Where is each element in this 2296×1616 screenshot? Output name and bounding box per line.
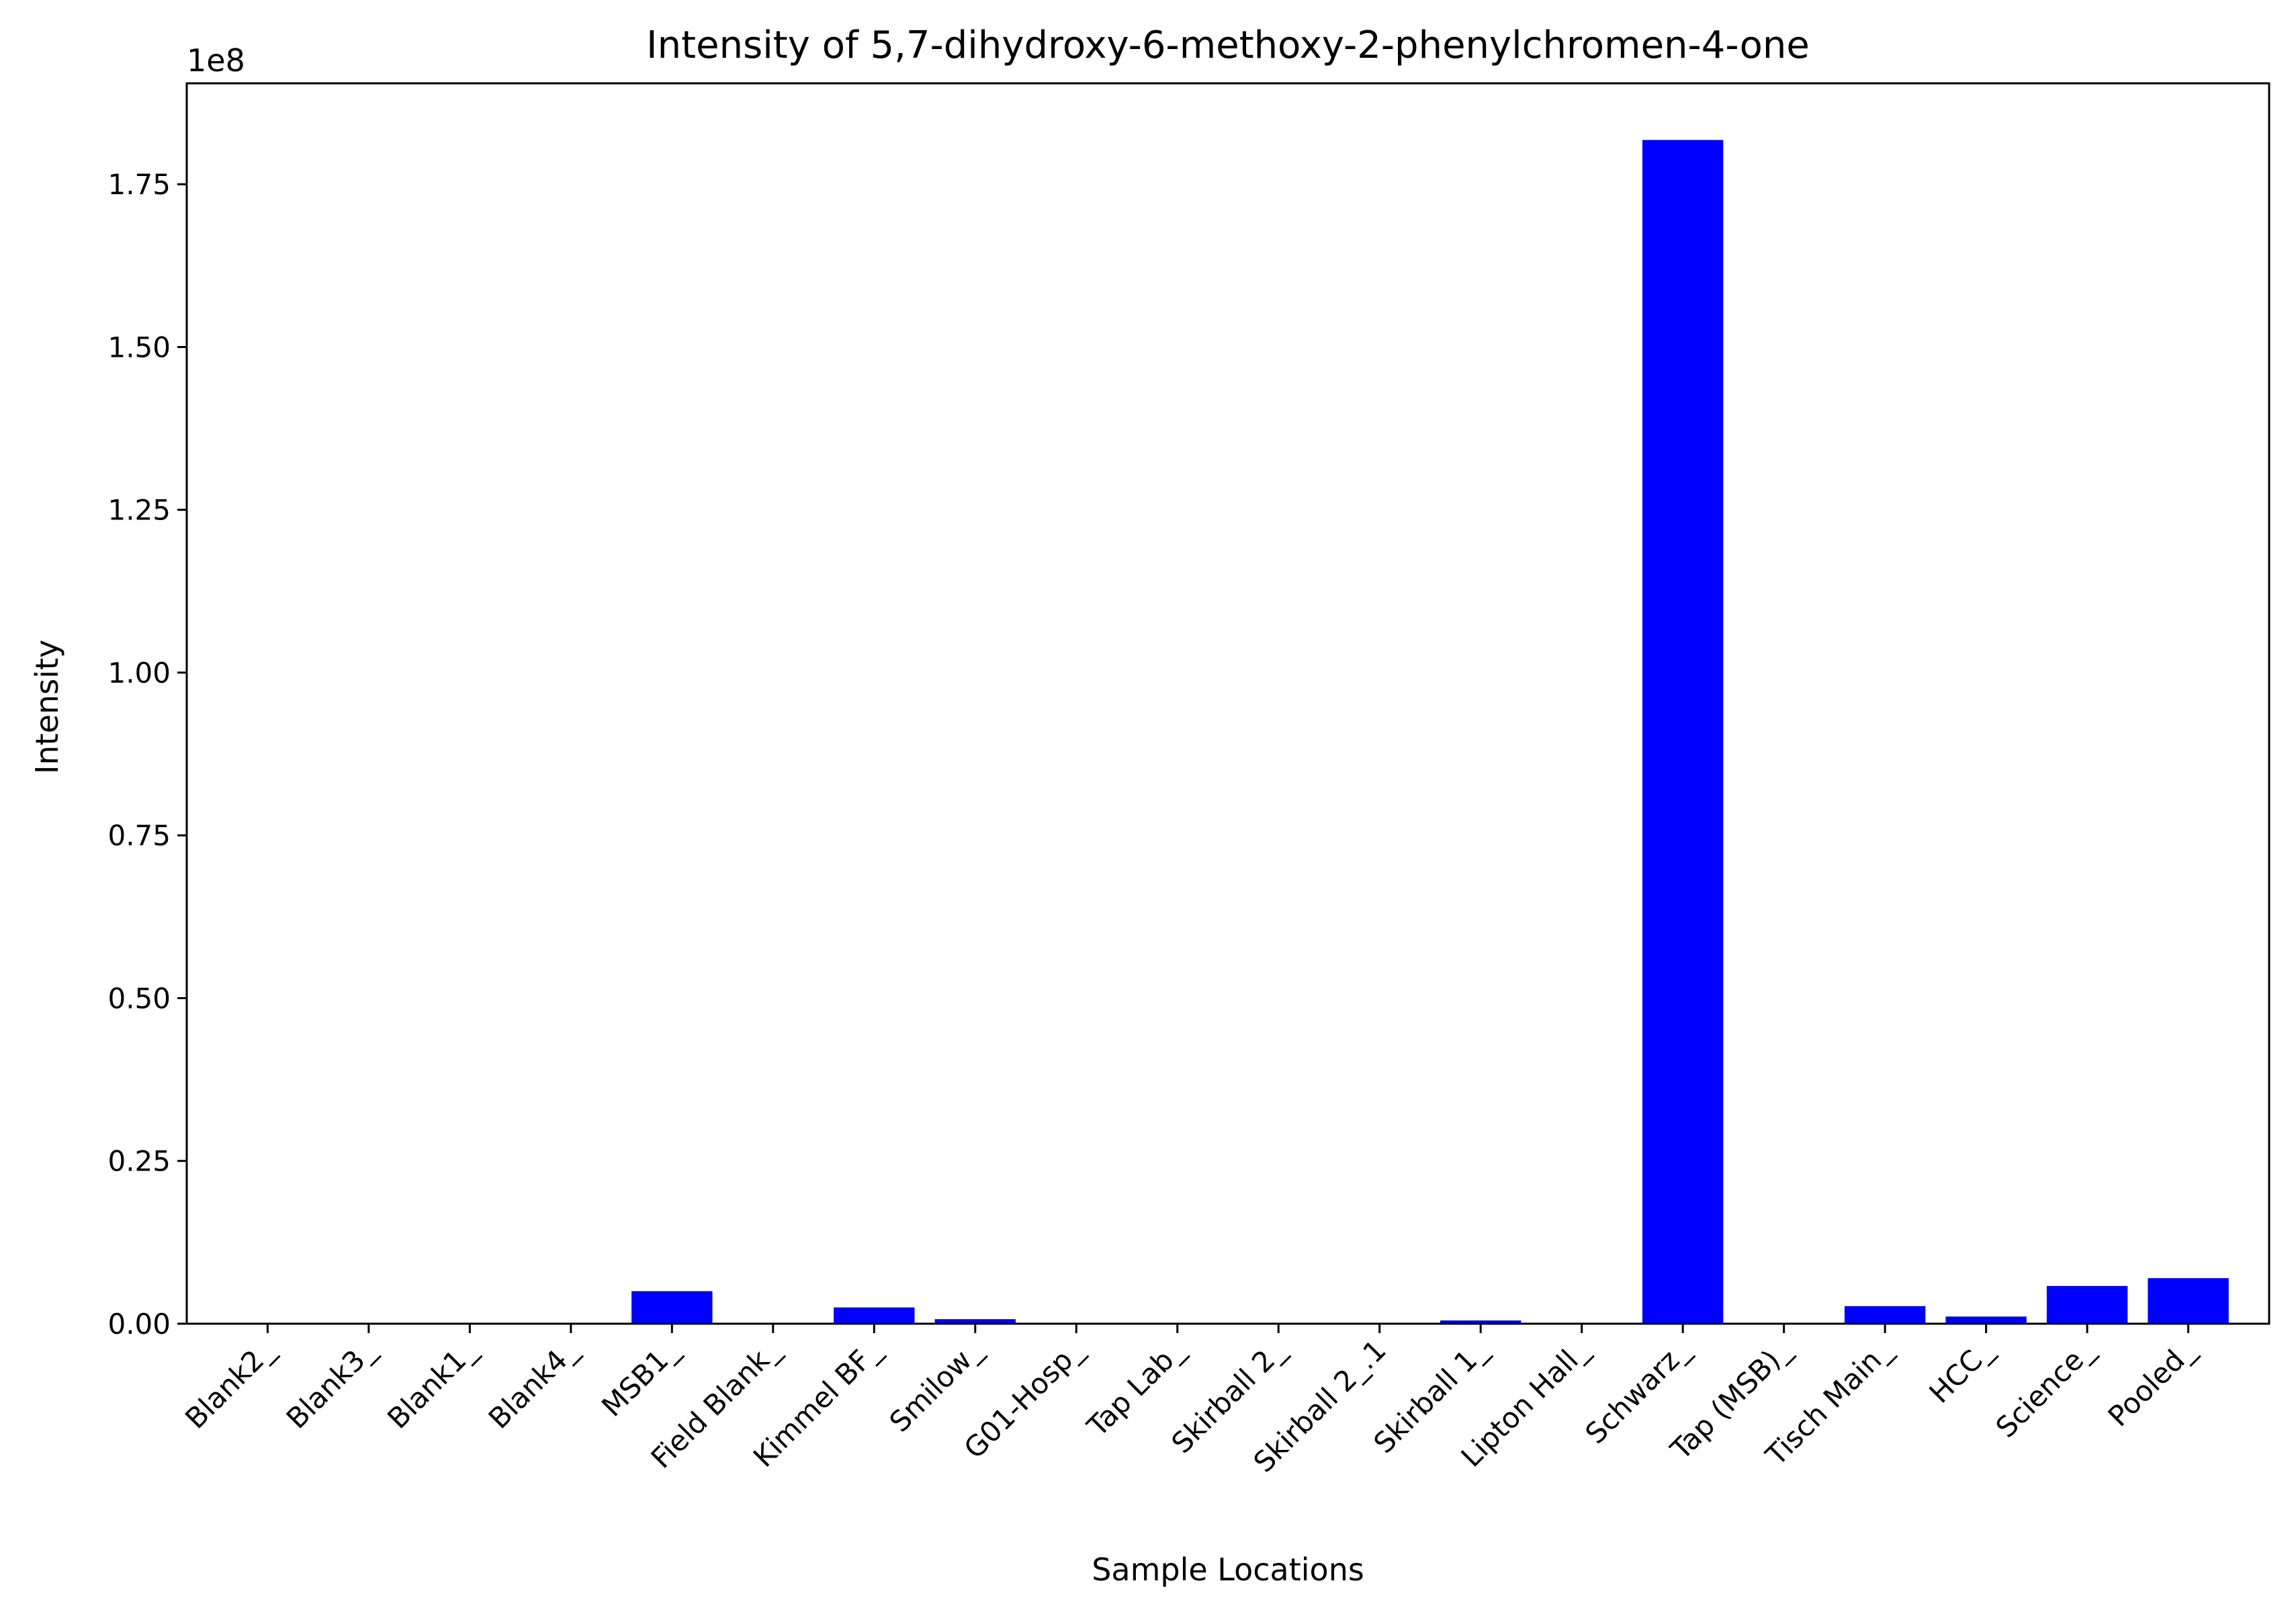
y-axis-label: Intensity [29, 640, 65, 774]
plot-area-frame [185, 82, 2270, 1325]
bar [834, 1307, 915, 1324]
y-tick-label: 1.50 [107, 331, 171, 364]
y-tick-label: 0.00 [107, 1308, 171, 1341]
y-axis-ticks: 0.00 0.25 0.50 0.75 1.00 1.25 1.50 1.75 [107, 168, 187, 1341]
bar [1844, 1306, 1926, 1324]
bar [1642, 140, 1724, 1324]
y-tick-label: 1.75 [107, 168, 171, 201]
bar [1440, 1320, 1521, 1324]
y-tick-label: 0.75 [107, 819, 171, 852]
bar [1945, 1316, 2027, 1324]
bar [934, 1319, 1016, 1324]
y-axis-offset-label: 1e8 [187, 42, 245, 79]
y-tick-label: 0.50 [107, 982, 171, 1015]
bars [631, 140, 2229, 1324]
y-tick-label: 1.00 [107, 656, 171, 689]
bar [2148, 1278, 2229, 1324]
y-tick-label: 1.25 [107, 494, 171, 527]
x-axis-label: Sample Locations [1092, 1551, 1364, 1588]
bar [631, 1291, 713, 1324]
bar [2046, 1285, 2128, 1324]
y-tick-label: 0.25 [107, 1145, 171, 1178]
chart-title: Intensity of 5,7-dihydroxy-6-methoxy-2-p… [646, 24, 1810, 67]
